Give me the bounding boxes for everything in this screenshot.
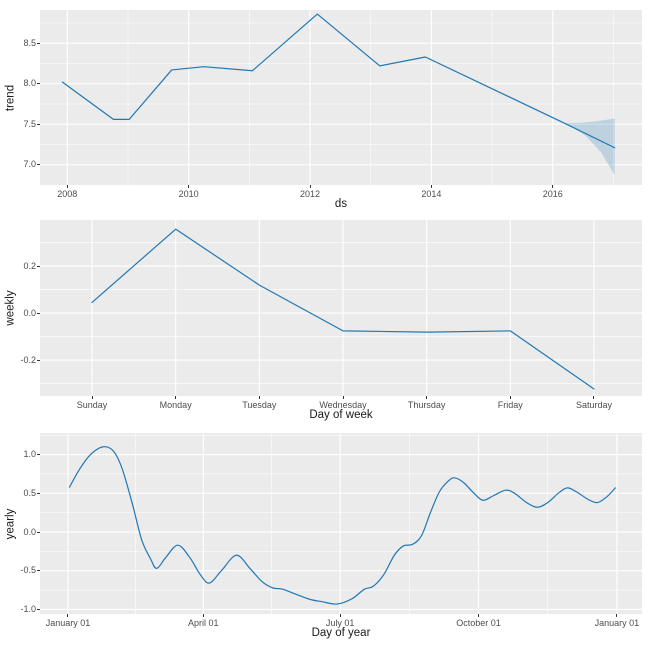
trend-y-tick-mark <box>36 83 40 85</box>
trend-panel-background <box>40 10 642 185</box>
trend-plot-area <box>40 10 642 185</box>
yearly-y-tick-label: 1.0 <box>23 449 36 460</box>
weekly-x-tick-mark <box>175 396 177 399</box>
weekly-x-tick-label: Thursday <box>407 399 446 410</box>
trend-y-tick-label: 8.0 <box>23 78 36 89</box>
weekly-x-tick-mark <box>91 396 93 399</box>
weekly-x-tick-label: Tuesday <box>242 399 277 410</box>
trend-x-tick-mark <box>66 185 68 188</box>
yearly-y-tick-mark <box>36 608 40 610</box>
trend-x-tick-mark <box>309 185 311 188</box>
trend-x-axis-title: ds <box>334 198 348 210</box>
weekly-x-tick-label: Wednesday <box>319 399 367 410</box>
weekly-x-tick-mark <box>342 396 344 399</box>
yearly-x-tick-mark <box>202 614 204 617</box>
yearly-x-axis-title: Day of year <box>311 627 371 639</box>
yearly-x-tick-label: April 01 <box>188 617 219 628</box>
weekly-y-tick-label: -0.2 <box>20 354 36 365</box>
weekly-x-axis-title: Day of week <box>309 409 373 421</box>
weekly-plot-area <box>40 220 642 396</box>
trend-x-tick-label: 2008 <box>57 188 78 199</box>
weekly-x-tick-label: Monday <box>159 399 192 410</box>
weekly-x-tick-mark <box>258 396 260 399</box>
trend-y-tick-label: 7.5 <box>23 118 36 129</box>
yearly-y-tick-mark <box>36 570 40 572</box>
yearly-x-tick-mark <box>339 614 341 617</box>
yearly-y-axis-title: yearly <box>4 508 17 539</box>
weekly-y-tick-label: 0.2 <box>23 260 36 271</box>
weekly-panel-background <box>40 220 642 396</box>
weekly-y-tick-mark <box>36 265 40 267</box>
yearly-panel-background <box>40 433 642 614</box>
trend-x-tick-label: 2016 <box>542 188 563 199</box>
weekly-x-tick-mark <box>593 396 595 399</box>
yearly-y-tick-mark <box>36 492 40 494</box>
trend-x-tick-mark <box>188 185 190 188</box>
yearly-x-tick-label: July 01 <box>325 617 355 628</box>
weekly-x-tick-label: Friday <box>497 399 523 410</box>
trend-x-tick-label: 2012 <box>300 188 321 199</box>
yearly-y-tick-label: 0.5 <box>23 487 36 498</box>
yearly-x-tick-label: October 01 <box>456 617 501 628</box>
trend-x-tick-label: 2010 <box>178 188 199 199</box>
yearly-y-tick-label: -0.5 <box>20 565 36 576</box>
trend-x-tick-label: 2014 <box>421 188 442 199</box>
trend-uncertainty-ribbon <box>564 118 615 176</box>
weekly-y-tick-label: 0.0 <box>23 307 36 318</box>
weekly-x-tick-label: Sunday <box>76 399 108 410</box>
yearly-x-tick-mark <box>67 614 69 617</box>
yearly-x-tick-label: January 01 <box>45 617 91 628</box>
yearly-y-tick-mark <box>36 454 40 456</box>
trend-line <box>61 13 616 149</box>
trend-x-tick-mark <box>552 185 554 188</box>
yearly-y-tick-label: -1.0 <box>20 603 36 614</box>
trend-y-tick-mark <box>36 164 40 166</box>
yearly-line <box>68 446 616 605</box>
trend-y-tick-mark <box>36 42 40 44</box>
weekly-x-tick-label: Saturday <box>575 399 612 410</box>
yearly-y-tick-mark <box>36 531 40 533</box>
yearly-x-tick-mark <box>478 614 480 617</box>
trend-y-tick-label: 7.0 <box>23 159 36 170</box>
weekly-x-tick-mark <box>426 396 428 399</box>
trend-y-tick-label: 8.5 <box>23 37 36 48</box>
weekly-y-tick-mark <box>36 359 40 361</box>
trend-x-tick-mark <box>430 185 432 188</box>
yearly-x-tick-label: January 01 <box>594 617 640 628</box>
yearly-plot-area <box>40 433 642 614</box>
weekly-y-tick-mark <box>36 312 40 314</box>
yearly-x-tick-mark <box>616 614 618 617</box>
yearly-y-tick-label: 0.0 <box>23 526 36 537</box>
weekly-x-tick-mark <box>509 396 511 399</box>
weekly-line <box>91 228 595 390</box>
trend-y-tick-mark <box>36 123 40 125</box>
